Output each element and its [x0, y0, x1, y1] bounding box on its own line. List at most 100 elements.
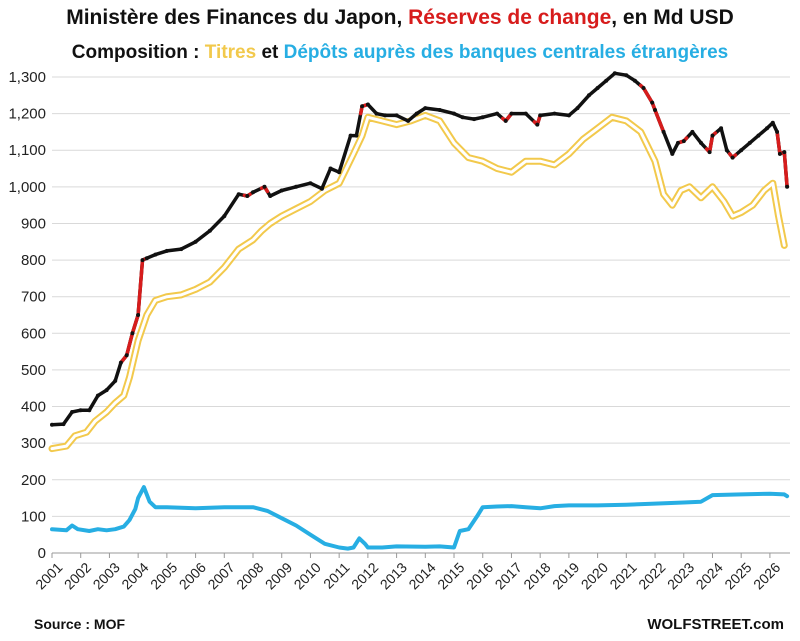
x-tick-label: 2026: [750, 559, 783, 592]
total-data-point: [222, 214, 227, 219]
chart-subtitle: Composition : Titres et Dépôts auprès de…: [0, 42, 800, 64]
total-data-point: [653, 108, 657, 112]
x-tick-label: 2025: [721, 559, 754, 592]
x-tick-label: 2003: [90, 559, 123, 592]
y-tick-label: 200: [21, 472, 46, 489]
total-data-point: [118, 360, 123, 365]
total-data-point: [113, 378, 118, 383]
total-data-point: [348, 133, 353, 138]
chart-title: Ministère des Finances du Japon, Réserve…: [0, 6, 800, 30]
total-data-point: [460, 115, 465, 120]
chart-grid: [52, 76, 790, 554]
total-data-point: [308, 181, 313, 186]
total-data-point: [710, 133, 715, 138]
total-data-point: [782, 150, 787, 155]
total-data-point: [78, 408, 83, 413]
total-data-point: [319, 186, 324, 191]
total-data-point: [294, 184, 299, 189]
y-tick-label: 1,200: [8, 106, 46, 123]
x-tick-label: 2021: [606, 559, 639, 592]
x-tick-label: 2012: [348, 559, 381, 592]
y-tick-label: 100: [21, 508, 46, 525]
x-tick-label: 2005: [147, 559, 180, 592]
series-total-highlight-segment: [775, 130, 789, 189]
x-tick-label: 2017: [492, 559, 525, 592]
total-data-point: [538, 113, 543, 118]
subtitle-securities: Titres: [204, 42, 257, 63]
total-data-point: [566, 113, 571, 118]
total-data-point: [394, 113, 399, 118]
y-tick-label: 500: [21, 362, 46, 379]
x-tick-label: 2024: [693, 559, 726, 592]
total-data-point: [552, 111, 557, 116]
total-data-point: [690, 129, 695, 134]
total-data-point: [641, 86, 646, 90]
total-data-point: [354, 133, 359, 138]
series-total-highlight-segment: [638, 83, 666, 134]
total-data-point: [756, 133, 761, 138]
total-data-point: [452, 111, 456, 116]
x-tick-label: 2002: [61, 559, 94, 592]
total-data-point: [535, 122, 540, 127]
y-tick-label: 1,100: [8, 142, 46, 159]
x-tick-label: 2015: [434, 559, 467, 592]
total-data-point: [136, 313, 141, 317]
x-tick-label: 2013: [377, 559, 410, 592]
total-data-point: [661, 129, 666, 134]
total-data-point: [383, 113, 388, 118]
total-data-point: [245, 194, 250, 198]
y-tick-label: 1,000: [8, 179, 46, 196]
subtitle-prefix: Composition :: [71, 42, 205, 63]
total-data-point: [61, 422, 66, 427]
x-tick-label: 2009: [262, 559, 295, 592]
total-data-point: [575, 106, 580, 111]
total-data-point: [328, 166, 333, 171]
y-tick-label: 400: [21, 399, 46, 416]
total-data-point: [724, 148, 729, 153]
subtitle-middle: et: [256, 42, 284, 63]
series-deposits-line: [50, 485, 790, 551]
x-tick-label: 2022: [635, 559, 668, 592]
total-data-point: [87, 408, 92, 413]
total-data-point: [770, 120, 775, 125]
total-data-point: [406, 118, 411, 123]
x-tick-label: 2007: [204, 559, 237, 592]
series-securities-line: [48, 111, 788, 453]
y-tick-label: 0: [38, 545, 46, 562]
total-data-point: [236, 192, 241, 197]
total-data-point: [472, 117, 477, 122]
y-axis-ticks: 0 100 200 300 400 500 600 700 800 900 1,000 1,100 1,…: [8, 69, 46, 562]
total-data-point: [104, 388, 109, 393]
total-data-point: [480, 115, 485, 120]
total-data-point: [262, 184, 267, 189]
total-data-point: [650, 100, 655, 105]
total-data-point: [414, 111, 419, 116]
total-data-point: [785, 184, 790, 189]
total-data-point: [747, 140, 752, 145]
total-data-point: [632, 78, 637, 83]
y-tick-label: 700: [21, 289, 46, 306]
total-data-point: [595, 86, 600, 90]
total-data-point: [423, 106, 428, 111]
total-data-point: [337, 170, 342, 175]
subtitle-deposits: Dépôts auprès des banques centrales étra…: [283, 42, 729, 63]
total-data-point: [730, 155, 735, 160]
title-highlight: Réserves de change: [408, 6, 612, 29]
series-securities-line-inner: [50, 113, 786, 451]
total-data-point: [268, 194, 273, 198]
x-tick-label: 2001: [32, 559, 65, 592]
x-tick-label: 2018: [520, 559, 553, 592]
total-data-point: [604, 78, 609, 83]
total-data-point: [699, 140, 703, 145]
x-tick-label: 2019: [549, 559, 582, 592]
total-data-point: [193, 239, 198, 244]
total-data-point: [739, 148, 744, 153]
total-data-point: [765, 126, 769, 131]
x-tick-label: 2020: [578, 559, 611, 592]
total-data-point: [777, 151, 782, 156]
total-data-point: [437, 108, 442, 112]
total-data-point: [179, 247, 184, 252]
title-prefix: Ministère des Finances du Japon,: [66, 6, 409, 29]
x-tick-label: 2006: [176, 559, 209, 592]
